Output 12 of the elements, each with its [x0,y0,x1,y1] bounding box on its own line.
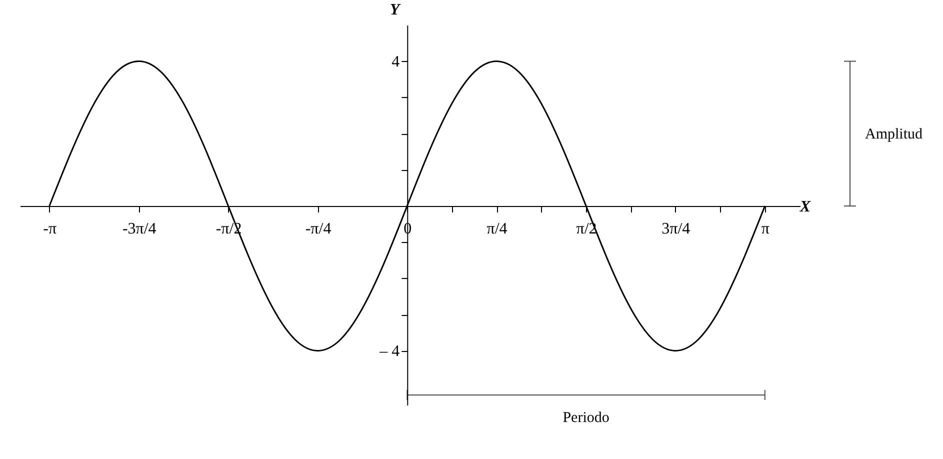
y-tick-label: 4 [392,54,400,71]
x-tick-label: -π [43,220,57,238]
x-tick-label: 3π/4 [662,220,690,238]
text: Amplitud [865,126,923,143]
x-tick-label: π/4 [486,220,508,238]
text: Periodo [562,410,610,426]
x-tick-label: π [761,220,770,238]
y-axis-title: Y [390,2,401,18]
x-axis-title: X [798,198,811,216]
y-tick-label: – 4 [378,343,400,360]
x-tick-label: -3π/4 [122,220,156,238]
x-tick-label: -π/4 [305,220,332,238]
